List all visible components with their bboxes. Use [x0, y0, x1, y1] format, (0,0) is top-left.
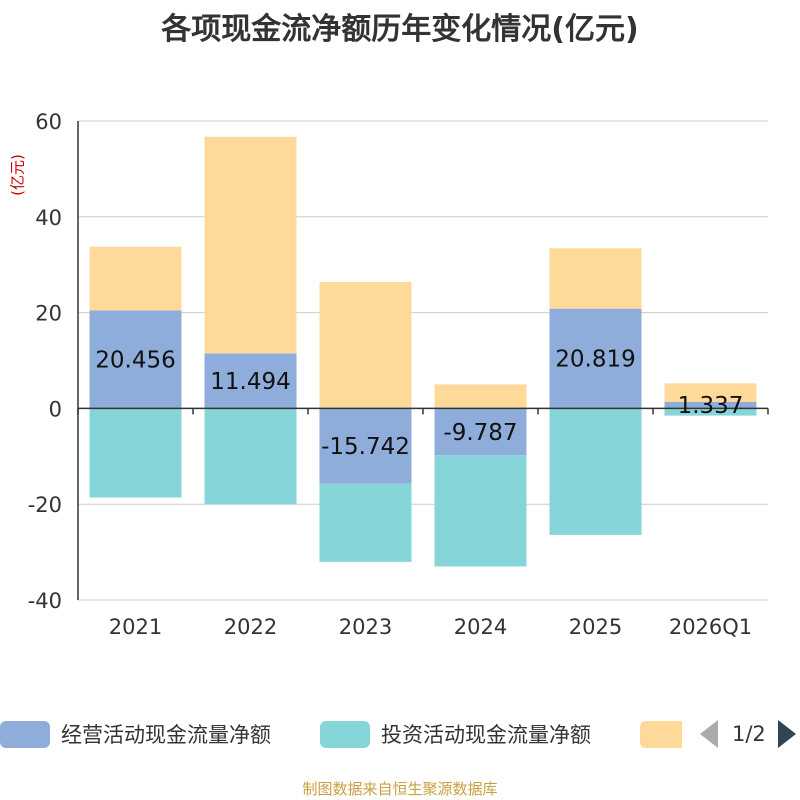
legend-pager: 1/2 — [700, 716, 796, 752]
data-source-note: 制图数据来自恒生聚源数据库 — [302, 780, 498, 798]
bar-2-2024 — [434, 455, 527, 567]
x-tick-label: 2025 — [569, 615, 622, 639]
bar-3-2022 — [204, 136, 297, 354]
bar-1-2022 — [204, 353, 297, 409]
legend-swatch-investing — [320, 720, 370, 748]
data-label: 20.456 — [95, 347, 175, 373]
data-label: 11.494 — [210, 369, 290, 395]
y-tick-label: -40 — [28, 589, 62, 613]
next-page-icon[interactable] — [777, 720, 796, 748]
chart-title: 各项现金流净额历年变化情况(亿元) — [161, 12, 639, 47]
legend-item-operating[interactable]: 经营活动现金流量净额 — [0, 716, 271, 752]
legend-swatch-financing — [640, 720, 682, 748]
data-label: 20.819 — [555, 347, 635, 373]
bar-3-2026Q1 — [664, 383, 757, 402]
legend-label-investing: 投资活动现金流量净额 — [381, 723, 591, 747]
x-tick-label: 2022 — [224, 615, 277, 639]
x-tick-label: 2024 — [454, 615, 507, 639]
y-tick-label: 0 — [49, 397, 62, 421]
legend-item-investing[interactable]: 投资活动现金流量净额 — [320, 716, 591, 752]
bar-3-2024 — [434, 384, 527, 409]
legend-swatch-operating — [0, 720, 50, 748]
bar-1-2025 — [549, 308, 642, 409]
y-tick-label: 40 — [35, 206, 62, 230]
x-tick-label: 2021 — [109, 615, 162, 639]
bar-3-2021 — [89, 246, 182, 311]
legend-page-indicator: 1/2 — [732, 722, 766, 746]
bar-2-2021 — [89, 408, 182, 498]
bar-3-2025 — [549, 248, 642, 309]
bar-2-2022 — [204, 408, 297, 505]
bar-2-2025 — [549, 408, 642, 535]
bar-1-2024 — [434, 408, 527, 456]
bar-1-2021 — [89, 310, 182, 409]
y-tick-label: -20 — [28, 493, 62, 517]
y-tick-label: 60 — [35, 110, 62, 134]
legend: 经营活动现金流量净额 投资活动现金流量净额 1/2 — [0, 716, 800, 756]
legend-item-financing[interactable] — [640, 716, 682, 752]
bar-2-2026Q1 — [664, 408, 757, 416]
x-tick-label: 2023 — [339, 615, 392, 639]
y-tick-label: 20 — [35, 302, 62, 326]
bar-1-2023 — [319, 408, 412, 484]
prev-page-icon[interactable] — [700, 720, 718, 748]
chart-plot: -40 -20 0 20 40 60 20.456 11.494 -15.742 -9.787 20… — [28, 110, 769, 639]
bar-3-2023 — [319, 281, 412, 409]
data-label: -15.742 — [321, 434, 410, 460]
bar-2-2023 — [319, 483, 412, 562]
bar-1-2026Q1 — [664, 401, 757, 409]
x-tick-label: 2026Q1 — [669, 615, 752, 639]
data-label: 1.337 — [678, 393, 744, 419]
legend-label-operating: 经营活动现金流量净额 — [61, 723, 271, 747]
data-label: -9.787 — [443, 420, 517, 446]
